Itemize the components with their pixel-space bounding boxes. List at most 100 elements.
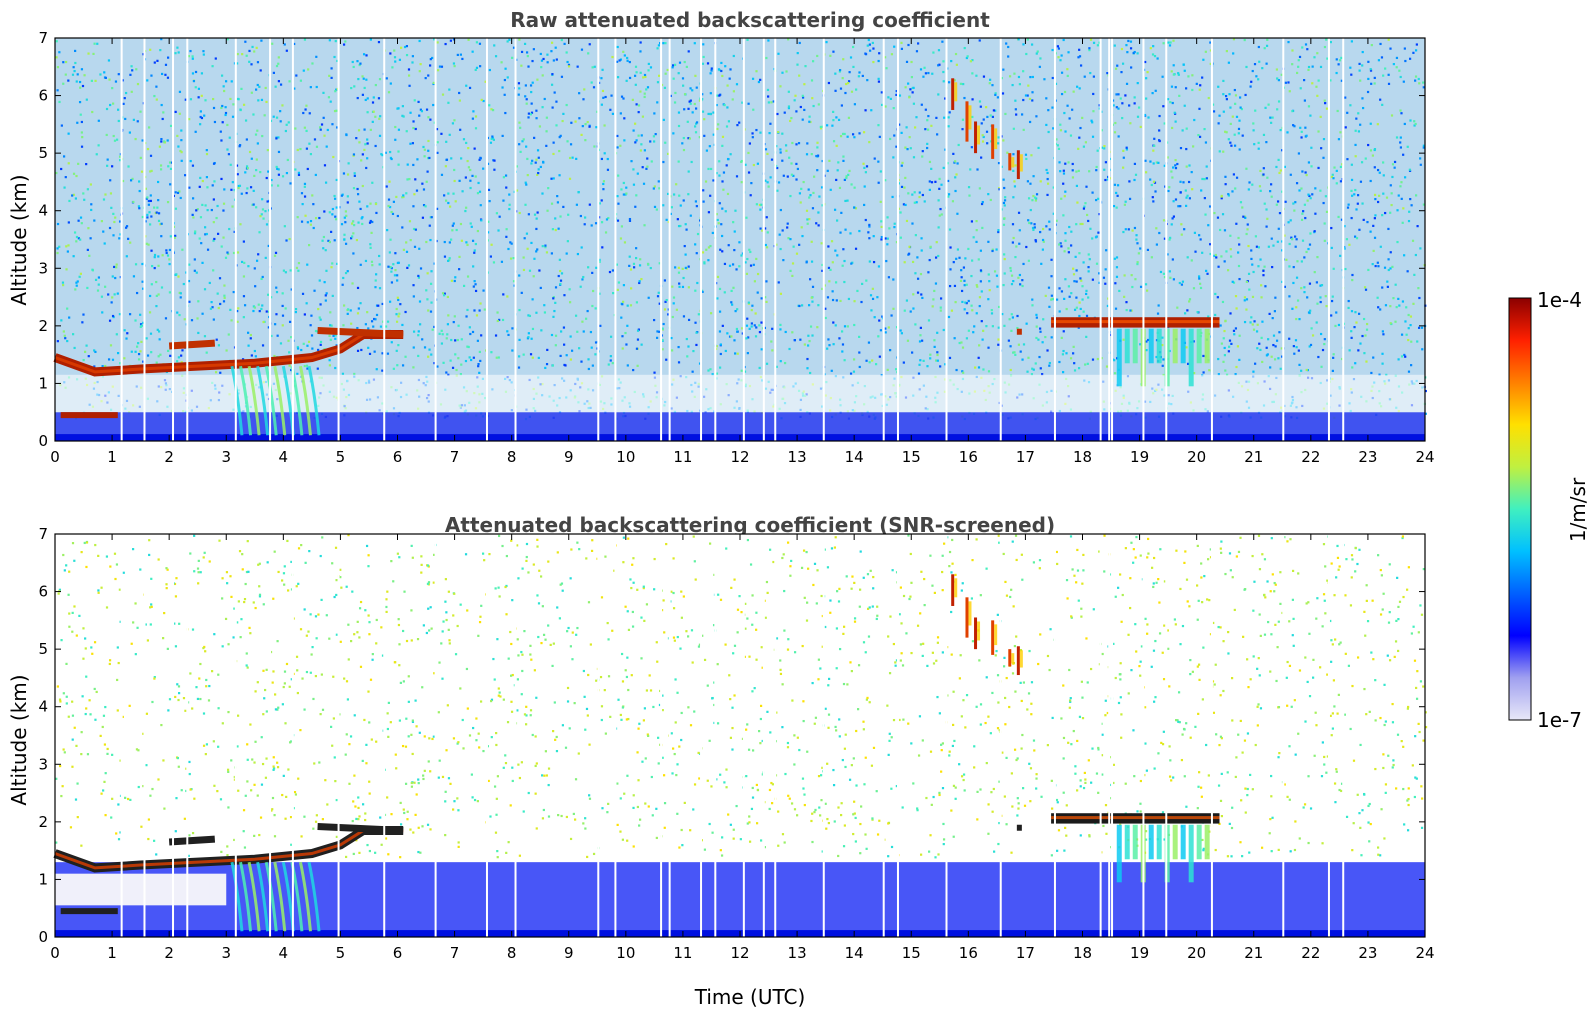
colorbar-unit-label: 1/m/sr (1566, 477, 1590, 542)
missing-profile-line (945, 534, 948, 937)
missing-profile-gaps (120, 534, 1345, 937)
x-tick-label: 8 (507, 944, 517, 962)
x-tick-label: 22 (1301, 448, 1320, 466)
missing-profile-line (762, 534, 765, 937)
colorbar-bar (1508, 297, 1532, 721)
x-tick-label: 16 (959, 448, 978, 466)
missing-profile-line (143, 534, 146, 937)
missing-profile-line (999, 534, 1002, 937)
missing-profile-line (1327, 534, 1330, 937)
x-tick-label: 7 (450, 448, 460, 466)
x-tick-label: 5 (336, 448, 346, 466)
missing-profile-line (714, 38, 717, 441)
missing-profile-line (742, 38, 745, 441)
missing-profile-line (822, 534, 825, 937)
feature-high-cloud-fall-streaks (951, 78, 1023, 180)
x-tick-label: 1 (107, 448, 117, 466)
x-axis-label: Time (UTC) (694, 985, 806, 1009)
x-tick-label: 8 (507, 448, 517, 466)
feature-cloud-layer-morning (53, 326, 404, 436)
x-tick-label: 10 (616, 448, 635, 466)
x-tick-label: 9 (564, 448, 574, 466)
missing-profile-line (434, 534, 437, 937)
y-tick-label: 6 (38, 87, 48, 105)
missing-profile-line (896, 534, 899, 937)
panel-snr-screened: Attenuated backscattering coefficient (S… (7, 513, 1435, 1009)
missing-profile-line (714, 534, 717, 937)
missing-profile-gaps (120, 38, 1345, 441)
missing-profile-line (700, 38, 703, 441)
missing-profile-line (660, 534, 663, 937)
missing-profile-line (514, 38, 517, 441)
x-tick-label: 3 (221, 448, 231, 466)
missing-profile-line (1053, 38, 1056, 441)
x-tick-label: 13 (788, 448, 807, 466)
x-tick-label: 2 (164, 944, 174, 962)
missing-profile-line (945, 38, 948, 441)
missing-profile-line (1053, 534, 1056, 937)
missing-profile-line (1108, 38, 1111, 441)
x-tick-label: 24 (1415, 944, 1434, 962)
x-tick-label: 0 (50, 448, 60, 466)
x-tick-label: 18 (1073, 448, 1092, 466)
missing-profile-line (186, 534, 189, 937)
x-tick-label: 11 (673, 944, 692, 962)
x-tick-label: 23 (1358, 944, 1377, 962)
y-tick-label: 5 (38, 144, 48, 162)
x-tick-label: 2 (164, 448, 174, 466)
missing-profile-line (1165, 534, 1168, 937)
missing-profile-line (186, 38, 189, 441)
x-tick-label: 14 (845, 944, 864, 962)
x-tick-label: 14 (845, 448, 864, 466)
missing-profile-line (234, 38, 237, 441)
x-tick-label: 11 (673, 448, 692, 466)
missing-profile-line (1111, 38, 1114, 441)
x-tick-label: 23 (1358, 448, 1377, 466)
missing-profile-line (1099, 38, 1102, 441)
missing-profile-line (700, 534, 703, 937)
missing-profile-line (172, 38, 175, 441)
missing-profile-line (668, 38, 671, 441)
y-tick-label: 1 (38, 374, 48, 392)
x-tick-label: 19 (1130, 944, 1149, 962)
missing-profile-line (1142, 534, 1145, 937)
panel-title: Attenuated backscattering coefficient (S… (445, 513, 1055, 537)
x-tick-label: 4 (279, 448, 289, 466)
y-tick-label: 7 (38, 525, 48, 543)
y-tick-label: 7 (38, 29, 48, 47)
colorbar-max-label: 1e-4 (1537, 288, 1582, 312)
x-tick-label: 12 (730, 448, 749, 466)
y-tick-label: 2 (38, 317, 48, 335)
x-tick-label: 6 (393, 448, 403, 466)
missing-profile-line (1282, 38, 1285, 441)
missing-profile-line (291, 38, 294, 441)
x-tick-label: 13 (788, 944, 807, 962)
panel-raw: Raw attenuated backscattering coefficien… (7, 8, 1435, 466)
missing-profile-line (774, 38, 777, 441)
missing-profile-line (120, 534, 123, 937)
missing-profile-line (660, 38, 663, 441)
missing-profile-line (822, 38, 825, 441)
missing-profile-line (383, 534, 386, 937)
x-tick-label: 18 (1073, 944, 1092, 962)
missing-profile-line (485, 534, 488, 937)
y-tick-label: 0 (38, 928, 48, 946)
x-tick-label: 6 (393, 944, 403, 962)
missing-profile-line (434, 38, 437, 441)
x-tick-label: 4 (279, 944, 289, 962)
x-tick-label: 10 (616, 944, 635, 962)
missing-profile-line (597, 534, 600, 937)
missing-profile-line (1099, 534, 1102, 937)
missing-profile-line (337, 534, 340, 937)
x-tick-label: 15 (902, 448, 921, 466)
missing-profile-line (1327, 38, 1330, 441)
x-tick-label: 12 (730, 944, 749, 962)
missing-profile-line (143, 38, 146, 441)
missing-profile-line (1108, 534, 1111, 937)
x-tick-label: 17 (1016, 944, 1035, 962)
missing-profile-line (514, 534, 517, 937)
y-tick-label: 3 (38, 259, 48, 277)
colorbar-min-label: 1e-7 (1537, 708, 1582, 732)
x-tick-label: 21 (1244, 448, 1263, 466)
